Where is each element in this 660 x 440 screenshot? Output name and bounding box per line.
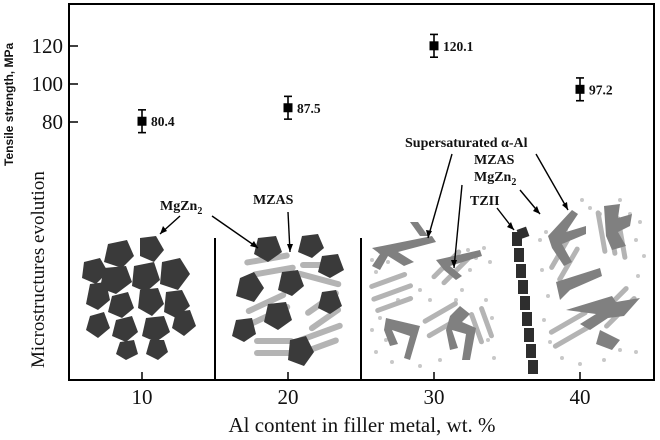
point-value-label: 97.2 — [589, 82, 613, 97]
x-tick-label: 20 — [278, 385, 299, 409]
y-tick-label: 120 — [32, 34, 64, 58]
label-mgzn2-left: MgZn2 — [160, 199, 202, 217]
y-tick-label: 100 — [32, 72, 64, 96]
x-axis-title: Al content in filler metal, wt. % — [228, 413, 495, 437]
microstructure-40 — [512, 198, 646, 374]
microstructure-10 — [82, 236, 196, 360]
data-point: 87.5 — [283, 95, 321, 120]
label-tzii: TZII — [470, 194, 500, 209]
label-mgzn2-right: MgZn2 — [474, 170, 516, 188]
point-value-label: 87.5 — [297, 101, 321, 116]
x-tick-label: 30 — [424, 385, 445, 409]
microstructure-20 — [232, 234, 344, 366]
microstructure-30 — [369, 222, 496, 368]
y-tick-label: 80 — [42, 110, 63, 134]
point-marker — [283, 103, 293, 113]
label-supersaturated: Supersaturated α-Al — [405, 136, 528, 151]
annotations: MgZn2 MZAS Supersaturated α-Al MZAS MgZn… — [159, 136, 569, 269]
point-marker — [429, 41, 439, 51]
data-points: 80.4 87.5 120.1 97.2 — [137, 33, 613, 134]
label-mzas-right: MZAS — [474, 153, 515, 168]
point-marker — [575, 84, 585, 94]
y-axis-ticks: 80 100 120 — [32, 34, 78, 134]
label-mzas-left: MZAS — [253, 193, 294, 208]
x-axis-ticks: 10 20 30 40 — [132, 372, 591, 409]
side-title: Microstructures evolution — [28, 171, 49, 368]
y-axis-title: Tensile strength, MPa — [2, 43, 16, 166]
point-value-label: 120.1 — [443, 39, 474, 54]
x-tick-label: 10 — [132, 385, 153, 409]
x-tick-label: 40 — [570, 385, 591, 409]
data-point: 97.2 — [575, 77, 613, 102]
data-point: 120.1 — [429, 33, 474, 59]
point-marker — [137, 116, 147, 126]
tzii-layer — [512, 226, 538, 374]
point-value-label: 80.4 — [151, 114, 175, 129]
data-point: 80.4 — [137, 109, 175, 134]
